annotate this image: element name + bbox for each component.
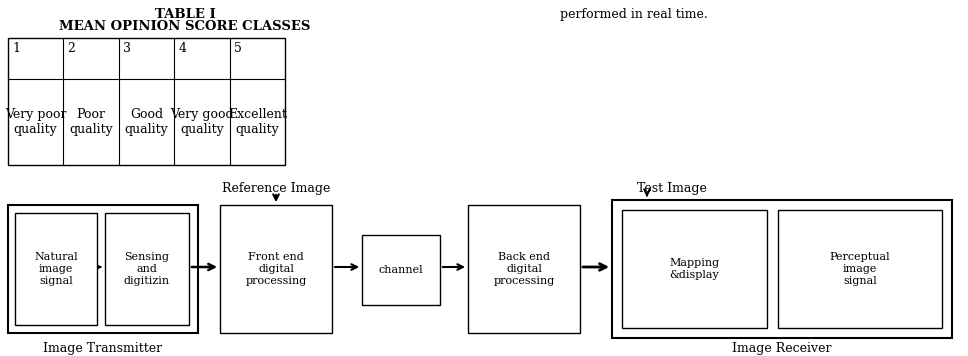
Text: Natural
image
signal: Natural image signal — [34, 252, 77, 286]
Bar — [612, 200, 952, 338]
Text: Poor
quality: Poor quality — [70, 108, 113, 136]
Bar — [8, 205, 198, 333]
Text: Very good
quality: Very good quality — [170, 108, 233, 136]
Text: Mapping
&display: Mapping &display — [670, 258, 719, 280]
Text: Sensing
and
digitizin: Sensing and digitizin — [124, 252, 170, 286]
Bar — [220, 205, 332, 333]
Bar — [8, 38, 285, 165]
Bar — [105, 213, 189, 325]
Text: 2: 2 — [68, 42, 76, 55]
Text: Image Receiver: Image Receiver — [732, 342, 832, 355]
Text: Very poor
quality: Very poor quality — [5, 108, 67, 136]
Text: 1: 1 — [12, 42, 20, 55]
Bar — [15, 213, 97, 325]
Text: MEAN OPINION SCORE CLASSES: MEAN OPINION SCORE CLASSES — [59, 20, 311, 33]
Bar — [468, 205, 580, 333]
Bar — [622, 210, 767, 328]
Text: performed in real time.: performed in real time. — [560, 8, 708, 21]
Text: channel: channel — [378, 265, 423, 275]
Text: 3: 3 — [123, 42, 131, 55]
Text: Excellent
quality: Excellent quality — [227, 108, 287, 136]
Bar — [362, 235, 440, 305]
Text: Test Image: Test Image — [637, 182, 707, 195]
Text: Front end
digital
processing: Front end digital processing — [245, 252, 307, 286]
Bar — [778, 210, 942, 328]
Text: 4: 4 — [178, 42, 186, 55]
Text: Reference Image: Reference Image — [222, 182, 330, 195]
Text: Perceptual
image
signal: Perceptual image signal — [830, 252, 891, 286]
Text: TABLE I: TABLE I — [155, 8, 215, 21]
Text: Good
quality: Good quality — [125, 108, 168, 136]
Text: Back end
digital
processing: Back end digital processing — [494, 252, 555, 286]
Text: Image Transmitter: Image Transmitter — [44, 342, 163, 355]
Text: 5: 5 — [233, 42, 241, 55]
